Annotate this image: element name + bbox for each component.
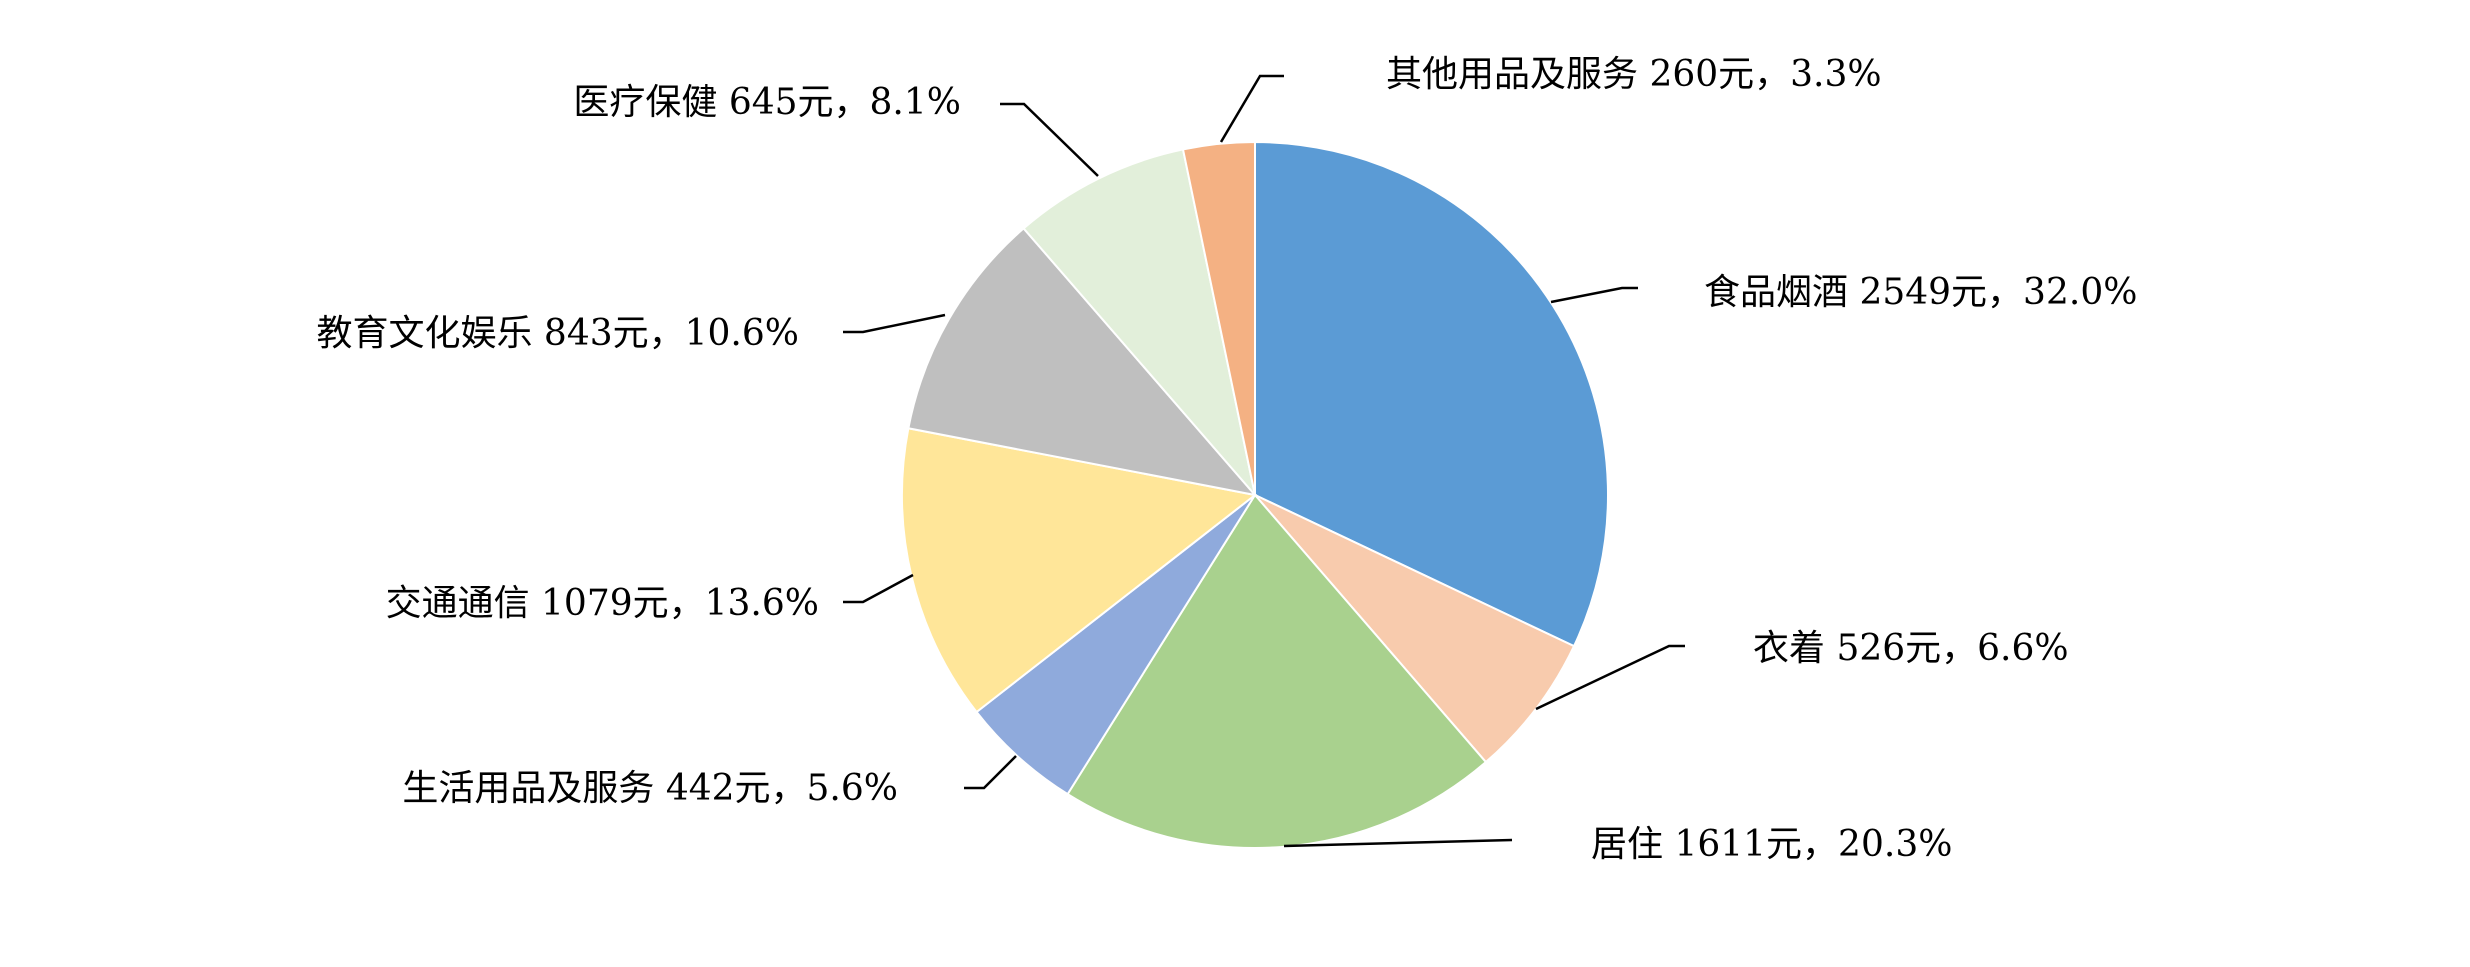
- label-medical: 医疗保健 645元，8.1%: [573, 82, 961, 123]
- slice-other: [1181, 140, 1256, 496]
- leader-line-transport: [843, 573, 914, 604]
- leader-line-medical: [1000, 102, 1099, 177]
- label-other: 其他用品及服务 260元，3.3%: [1386, 54, 1882, 95]
- leader-lines: [843, 74, 1685, 848]
- leader-line-clothing: [1535, 644, 1685, 711]
- data-labels: 食品烟酒 2549元，32.0% 衣着 526元，6.6% 居住 1611元，2…: [316, 54, 2137, 865]
- label-transport: 交通通信 1079元，13.6%: [386, 583, 819, 624]
- leader-line-housing: [1283, 838, 1513, 848]
- slice-housing: [1066, 493, 1488, 849]
- leader-line-household: [964, 755, 1017, 790]
- label-housing: 居住 1611元，20.3%: [1591, 824, 1952, 865]
- leader-line-education: [843, 313, 946, 334]
- label-household: 生活用品及服务 442元，5.6%: [402, 768, 898, 809]
- slice-food: [1254, 140, 1609, 648]
- label-food: 食品烟酒 2549元，32.0%: [1704, 272, 2137, 313]
- leader-line-food: [1550, 286, 1638, 304]
- slice-education: [907, 226, 1258, 497]
- slices: [901, 140, 1609, 849]
- label-clothing: 衣着 526元，6.6%: [1753, 628, 2069, 669]
- leader-line-other: [1219, 74, 1284, 143]
- slice-medical: [1022, 148, 1257, 499]
- label-education: 教育文化娱乐 843元，10.6%: [316, 313, 799, 354]
- slice-transport: [901, 427, 1258, 714]
